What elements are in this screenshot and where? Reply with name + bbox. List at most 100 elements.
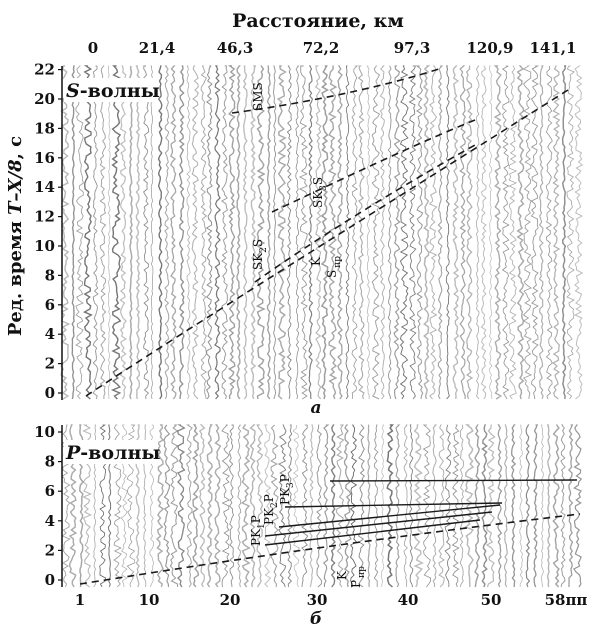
seismic-trace — [192, 424, 200, 588]
seismic-trace — [178, 65, 185, 400]
y-tick-label: 12 — [34, 208, 55, 226]
distance-tick: 46,3 — [217, 39, 254, 57]
seismic-trace — [164, 65, 170, 400]
seismic-trace — [186, 424, 193, 588]
seismic-trace — [263, 424, 272, 588]
panel-b: 0 2 4 6 8 10 P-волны PK1P PK2P PK3P K Pпр 1 1… — [34, 423, 587, 629]
seismic-trace — [422, 424, 432, 588]
seismic-trace — [464, 424, 475, 588]
y-axis-label-expr: T–X/8 — [5, 159, 26, 215]
y-tick-label: 6 — [45, 482, 55, 500]
curve-upper — [329, 479, 578, 482]
seismic-trace — [522, 65, 533, 400]
annotation-pk2p: PK2P — [262, 494, 280, 525]
seismic-trace — [393, 65, 401, 400]
annotation-s-pr: Sпр — [325, 256, 343, 278]
seismic-trace — [227, 65, 237, 400]
seismic-trace — [379, 65, 386, 400]
seismic-trace — [278, 424, 287, 588]
y-tick-label: 2 — [45, 355, 55, 373]
distance-tick: 72,2 — [303, 39, 340, 57]
seismic-trace — [428, 65, 438, 400]
seismic-trace — [530, 65, 540, 400]
seismic-trace — [545, 65, 553, 400]
seismic-trace — [367, 424, 371, 588]
seismic-trace — [540, 424, 544, 588]
seismic-trace — [200, 65, 208, 400]
y-tick-label: 6 — [45, 296, 55, 314]
seismic-trace — [566, 65, 575, 400]
distance-tick: 97,3 — [394, 39, 431, 57]
seismic-trace — [191, 65, 200, 400]
curve-sk2s — [254, 144, 476, 283]
distance-tick: 141,1 — [530, 39, 577, 57]
panel-a-traces — [60, 65, 584, 400]
y-tick-label: 18 — [34, 119, 55, 137]
y-tick-label: 2 — [45, 541, 55, 559]
seismic-trace — [451, 424, 460, 588]
distance-tick: 0 — [88, 39, 98, 57]
y-tick-label: 8 — [45, 453, 55, 471]
distance-tick: 120,9 — [467, 39, 514, 57]
seismic-trace — [561, 65, 567, 400]
seismic-trace — [408, 65, 417, 400]
seismic-trace — [242, 65, 248, 400]
seismic-trace — [249, 424, 256, 588]
seismic-trace — [373, 424, 379, 587]
seismic-trace — [387, 65, 392, 400]
curve-p-direct — [79, 513, 581, 585]
annotation-p-pr: Pпр — [349, 566, 367, 588]
station-tick: 20 — [220, 591, 241, 609]
seismic-trace — [357, 65, 365, 400]
y-tick-label: 10 — [34, 237, 55, 255]
y-axis-label-prefix: Ред. время — [5, 215, 26, 336]
panel-b-annotations: PK1P PK2P PK3P K Pпр — [249, 474, 367, 588]
seismic-trace — [128, 65, 133, 400]
seismic-trace — [403, 424, 409, 588]
seismic-trace — [276, 65, 287, 400]
seismic-trace — [488, 65, 493, 400]
seismic-trace — [110, 65, 122, 400]
y-tick-label: 20 — [34, 90, 55, 108]
seismic-trace — [480, 65, 487, 400]
seismic-trace — [176, 424, 186, 588]
seismic-trace — [485, 424, 496, 588]
seismic-trace — [301, 424, 309, 588]
seismic-trace — [546, 424, 551, 588]
seismic-trace — [525, 424, 531, 588]
seismic-trace — [330, 424, 336, 588]
seismic-trace — [573, 424, 583, 588]
annotation-pk3p: PK3P — [278, 474, 296, 505]
panel-b-label: P-волны — [65, 442, 160, 464]
seismic-trace — [169, 424, 179, 588]
seismic-trace — [552, 424, 560, 588]
seismic-trace — [255, 65, 266, 400]
seismic-trace — [422, 65, 431, 400]
panel-a-label: S-волны — [66, 80, 160, 102]
seismic-trace — [351, 65, 359, 400]
seismic-trace — [568, 424, 574, 588]
seismic-trace — [322, 424, 330, 588]
y-tick-label: 22 — [34, 61, 55, 79]
seismic-trace — [150, 65, 154, 400]
panel-a-annotations: SMS SK3S SK2S K Sпр — [251, 82, 343, 278]
seismic-trace — [60, 65, 71, 400]
seismic-trace — [444, 424, 452, 588]
seismic-trace — [92, 65, 99, 400]
y-tick-label: 0 — [45, 571, 55, 589]
seismic-trace — [71, 65, 75, 400]
station-tick: 40 — [398, 591, 419, 609]
seismic-trace — [316, 424, 323, 588]
seismic-trace — [501, 65, 510, 400]
seismic-trace — [438, 424, 445, 588]
seismic-trace — [370, 65, 381, 400]
seismic-trace — [516, 65, 525, 400]
seismic-trace — [474, 424, 481, 588]
curve-pk3p — [284, 502, 503, 508]
seismic-trace — [395, 424, 401, 588]
seismic-trace — [237, 424, 242, 588]
station-ticks: 1 10 20 30 40 50 58пп — [75, 591, 588, 609]
seismic-trace — [459, 65, 467, 400]
y-tick-label: 10 — [34, 423, 55, 441]
